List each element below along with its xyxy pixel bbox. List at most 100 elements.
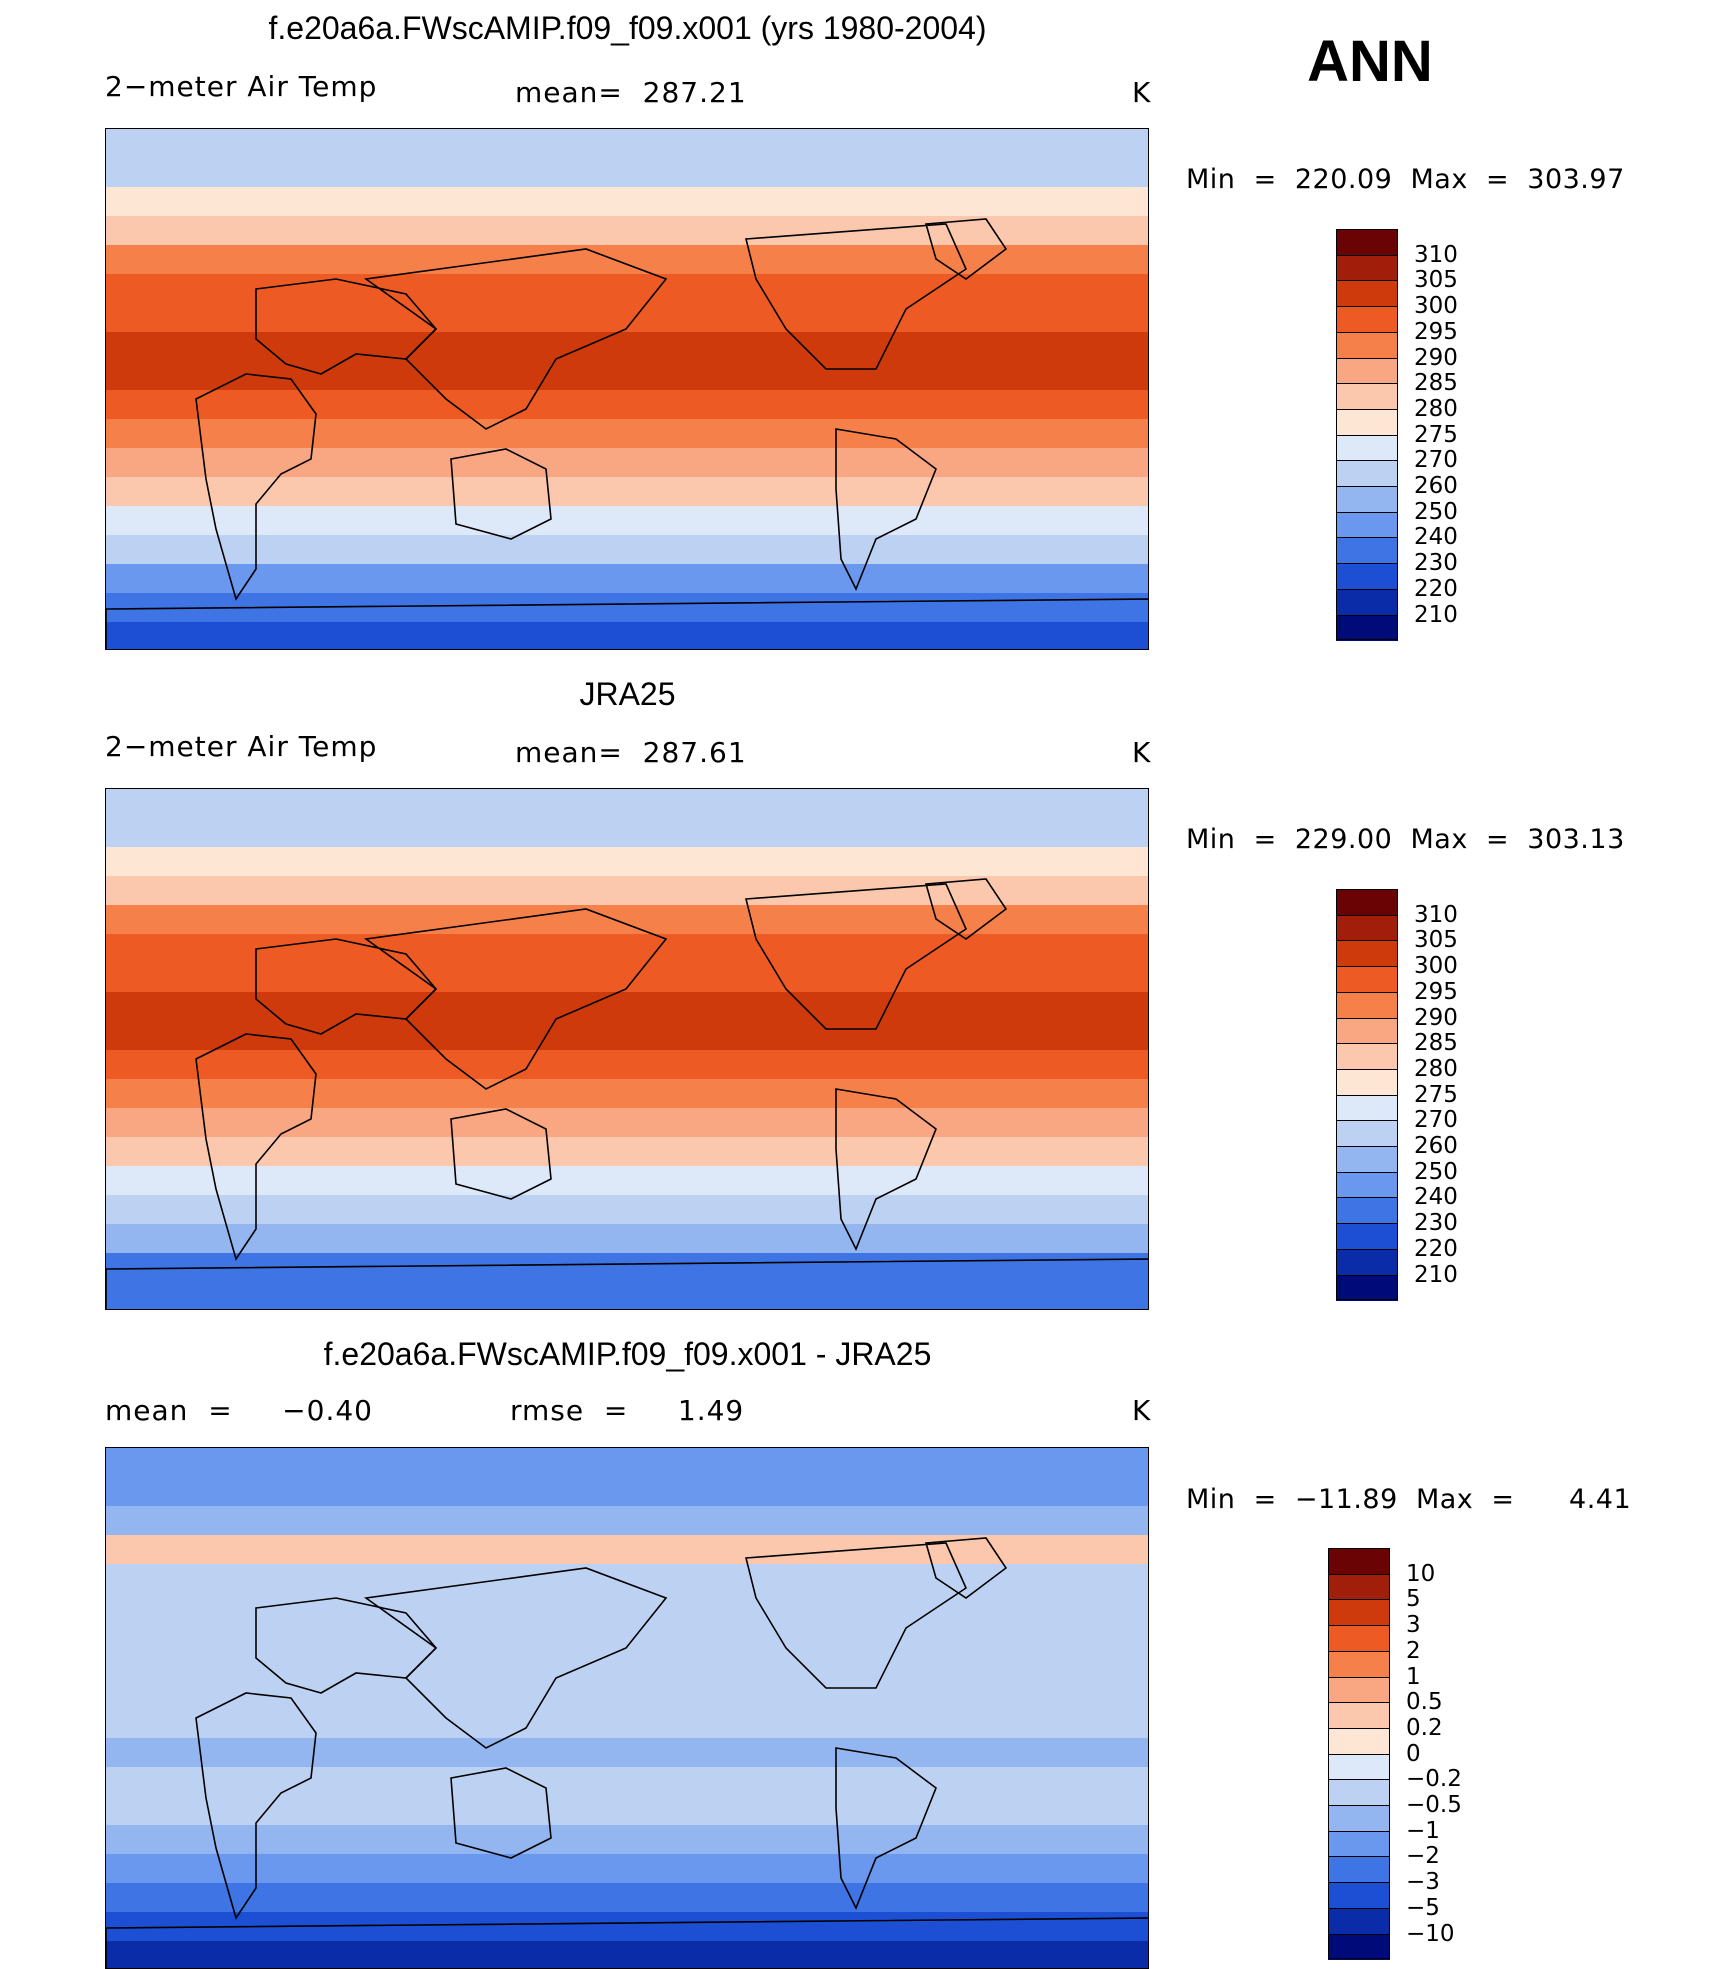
coastline [450, 448, 552, 540]
panel-1-minmax: Min = 220.09 Max = 303.97 [1186, 164, 1625, 195]
panel-2-map-svg [106, 789, 1148, 1309]
colorbar-swatch [1328, 1753, 1390, 1780]
zonal-band-cell [106, 1448, 1148, 1478]
zonal-band-cell [106, 905, 1148, 935]
colorbar-swatch [1328, 1676, 1390, 1703]
colorbar-swatch [1336, 434, 1398, 461]
colorbar-swatch [1336, 1171, 1398, 1198]
zonal-band-cell [106, 1564, 1148, 1594]
colorbar-swatch [1336, 991, 1398, 1018]
zonal-band-cell [106, 1767, 1148, 1797]
colorbar-swatch [1336, 537, 1398, 564]
zonal-band-cell [106, 789, 1148, 819]
panel-3-units: K [1132, 1394, 1152, 1427]
colorbar-label: 260 [1414, 1133, 1458, 1159]
colorbar-label: 300 [1414, 293, 1458, 320]
coastline [450, 1767, 552, 1859]
panel-2-mean: mean= 287.61 [515, 736, 747, 769]
zonal-band-cell [106, 506, 1148, 536]
colorbar-label: 280 [1414, 395, 1458, 422]
colorbar-label: 250 [1414, 498, 1458, 525]
colorbar-swatch [1336, 254, 1398, 281]
zonal-band-cell [106, 158, 1148, 188]
zonal-band-cell [106, 535, 1148, 565]
zonal-band-cell [106, 1535, 1148, 1565]
colorbar-label: −0.5 [1406, 1792, 1462, 1818]
colorbar-swatch [1336, 1274, 1398, 1301]
zonal-band-cell [106, 1506, 1148, 1536]
colorbar-swatch [1336, 331, 1398, 358]
zonal-band-cell [106, 187, 1148, 217]
zonal-band-cell [106, 622, 1148, 649]
coastline [106, 1917, 1148, 1968]
colorbar-label: 1 [1406, 1663, 1421, 1690]
zonal-band-cell [106, 1137, 1148, 1167]
colorbar-swatch [1336, 460, 1398, 487]
zonal-band-cell [106, 390, 1148, 420]
zonal-band-cell [106, 1651, 1148, 1681]
colorbar-swatch [1328, 1933, 1390, 1960]
colorbar-swatch [1328, 1805, 1390, 1832]
zonal-band-cell [106, 1477, 1148, 1507]
colorbar-swatch [1336, 383, 1398, 410]
colorbar-swatch [1328, 1779, 1390, 1806]
zonal-band-cell [106, 332, 1148, 362]
colorbar-swatch [1336, 563, 1398, 590]
panel-2-map [105, 788, 1149, 1310]
colorbar-swatch [1328, 1727, 1390, 1755]
coastline [363, 248, 668, 430]
colorbar-swatch [1336, 1197, 1398, 1224]
colorbar-swatch [1328, 1856, 1390, 1883]
coastline [255, 938, 438, 1035]
panel-2-minmax: Min = 229.00 Max = 303.13 [1186, 824, 1625, 855]
zonal-band-cell [106, 419, 1148, 449]
coastline [255, 1597, 438, 1694]
colorbar-frame [1336, 889, 1398, 1301]
panel-1-units: K [1132, 76, 1152, 109]
coastline [106, 598, 1148, 649]
colorbar-swatch [1336, 280, 1398, 307]
coastline [255, 278, 438, 375]
zonal-band-cell [106, 1224, 1148, 1254]
colorbar-swatch [1336, 486, 1398, 513]
colorbar-label: 210 [1414, 1261, 1458, 1288]
zonal-band-cell [106, 274, 1148, 304]
coastline [835, 1088, 937, 1251]
panel-1-left-label: 2−meter Air Temp [105, 70, 378, 103]
coastline [195, 373, 317, 601]
colorbar-swatch [1336, 914, 1398, 941]
zonal-band-cell [106, 1108, 1148, 1138]
zonal-band-cell [106, 1282, 1148, 1309]
coastline [835, 1747, 937, 1910]
coastline [106, 1258, 1148, 1309]
colorbar-label: 270 [1414, 447, 1458, 474]
colorbar-swatch [1336, 1120, 1398, 1147]
colorbar-label: −0.2 [1406, 1766, 1462, 1793]
colorbar-label: 295 [1414, 978, 1458, 1005]
colorbar-swatch [1336, 306, 1398, 333]
colorbar-swatch [1336, 1043, 1398, 1070]
colorbar-swatch [1336, 1223, 1398, 1250]
coastline [744, 883, 968, 1030]
zonal-band-cell [106, 448, 1148, 478]
colorbar-label: 285 [1414, 1030, 1458, 1057]
panel-1-map-svg [106, 129, 1148, 649]
colorbar-swatch [1336, 1248, 1398, 1275]
zonal-band-cell [106, 216, 1148, 246]
colorbar-label: 290 [1414, 1004, 1458, 1031]
coastline [450, 1108, 552, 1200]
coastline [835, 428, 937, 591]
colorbar-swatch [1328, 1650, 1390, 1677]
panel-3-minmax: Min = −11.89 Max = 4.41 [1186, 1484, 1632, 1515]
colorbar-label: 250 [1414, 1158, 1458, 1185]
colorbar-label: 275 [1414, 1081, 1458, 1108]
colorbar-label: 285 [1414, 370, 1458, 397]
colorbar-label: 280 [1414, 1055, 1458, 1082]
colorbar-swatch [1336, 614, 1398, 641]
coastline [924, 878, 1008, 940]
panel-3-map-svg [106, 1448, 1148, 1968]
colorbar-label: 210 [1414, 601, 1458, 628]
panel-2-left-label: 2−meter Air Temp [105, 730, 378, 763]
colorbar-swatch [1328, 1599, 1390, 1626]
colorbar-label: 305 [1414, 927, 1458, 954]
